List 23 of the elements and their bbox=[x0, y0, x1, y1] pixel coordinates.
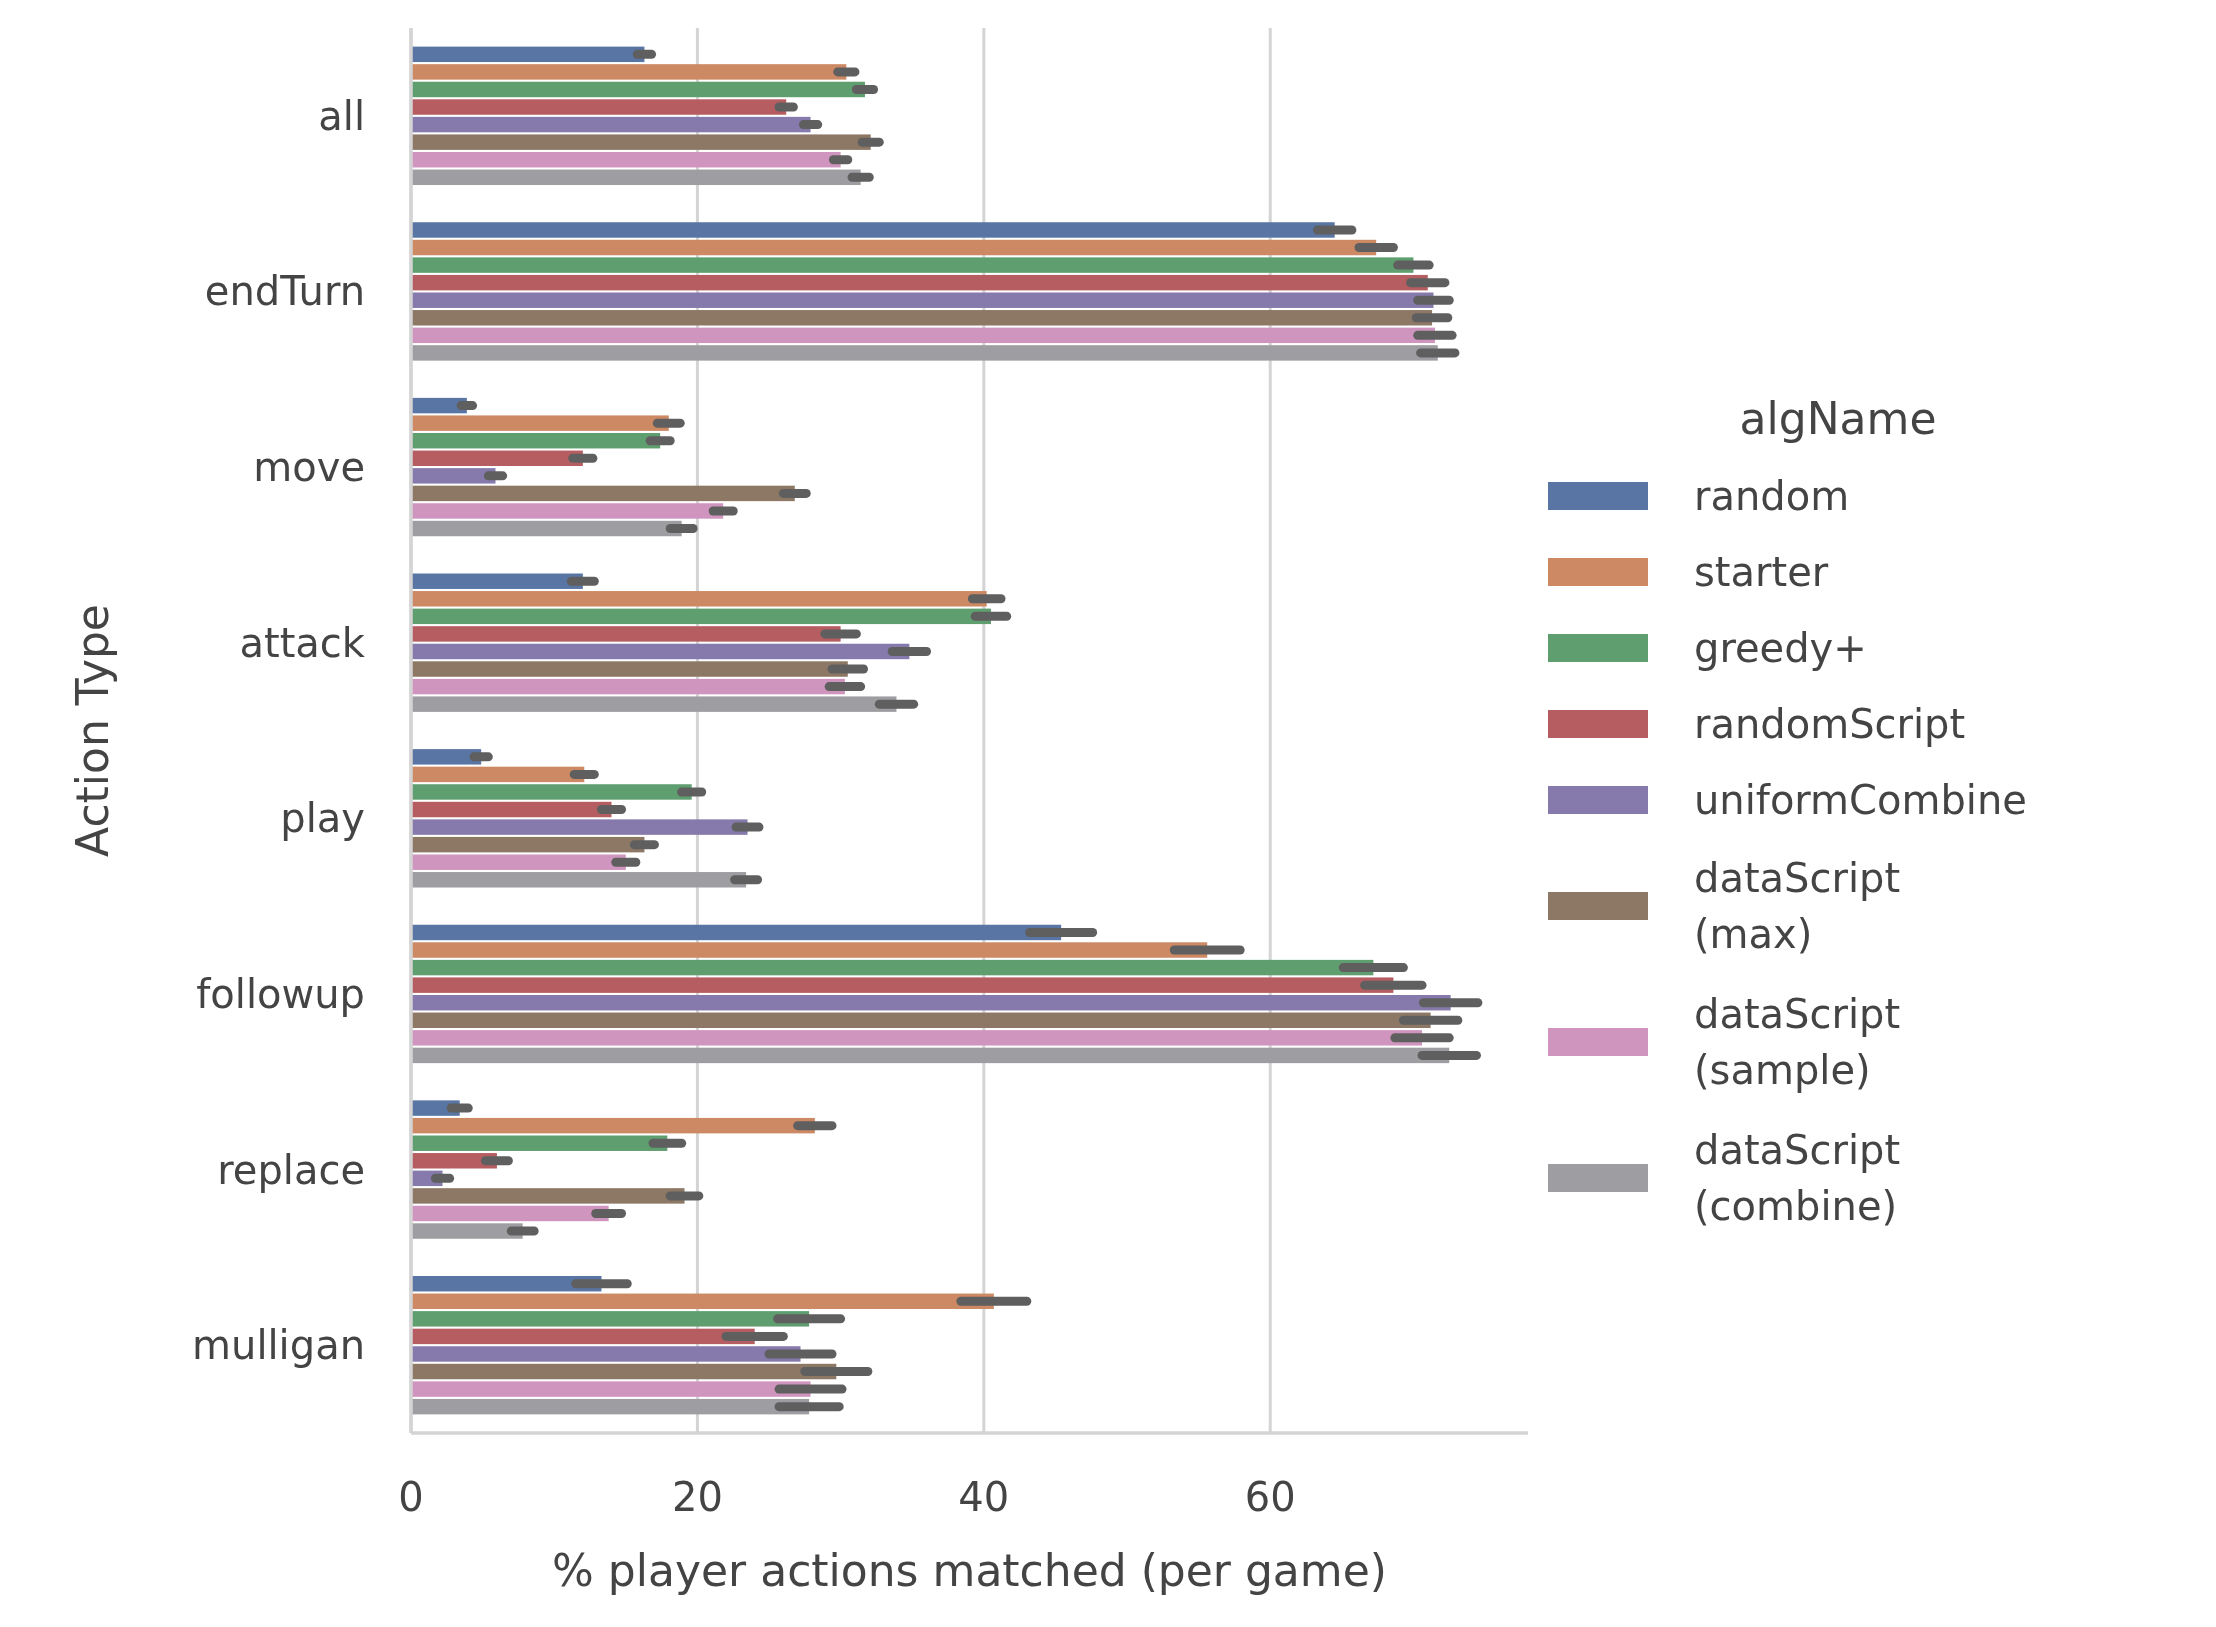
legend-label: randomScript bbox=[1694, 701, 1966, 747]
y-tick-label: endTurn bbox=[204, 268, 365, 315]
y-tick-label: move bbox=[253, 444, 365, 491]
legend-label: dataScript (sample) bbox=[1694, 991, 1901, 1093]
y-tick-label: replace bbox=[217, 1146, 365, 1193]
y-axis-title: Action Type bbox=[67, 604, 118, 857]
y-tick-label: all bbox=[318, 92, 365, 139]
x-axis-title: % player actions matched (per game) bbox=[552, 1545, 1387, 1596]
legend-label: random bbox=[1694, 473, 1850, 519]
legend-title: algName bbox=[1739, 393, 1937, 444]
legend-label: starter bbox=[1694, 549, 1829, 595]
legend-label: dataScript (max) bbox=[1694, 855, 1901, 957]
legend-label: uniformCombine bbox=[1694, 777, 2027, 823]
y-tick-label: mulligan bbox=[192, 1322, 365, 1369]
y-tick-label: attack bbox=[239, 619, 366, 666]
x-tick-label: 0 bbox=[398, 1474, 424, 1520]
legend-label: dataScript (combine) bbox=[1694, 1127, 1901, 1229]
y-tick-label: play bbox=[280, 795, 365, 842]
x-tick-label: 40 bbox=[958, 1474, 1010, 1520]
x-tick-label: 60 bbox=[1244, 1474, 1296, 1520]
x-tick-label: 20 bbox=[671, 1474, 723, 1520]
y-tick-label: followup bbox=[196, 970, 365, 1017]
legend-label: greedy+ bbox=[1694, 625, 1867, 671]
